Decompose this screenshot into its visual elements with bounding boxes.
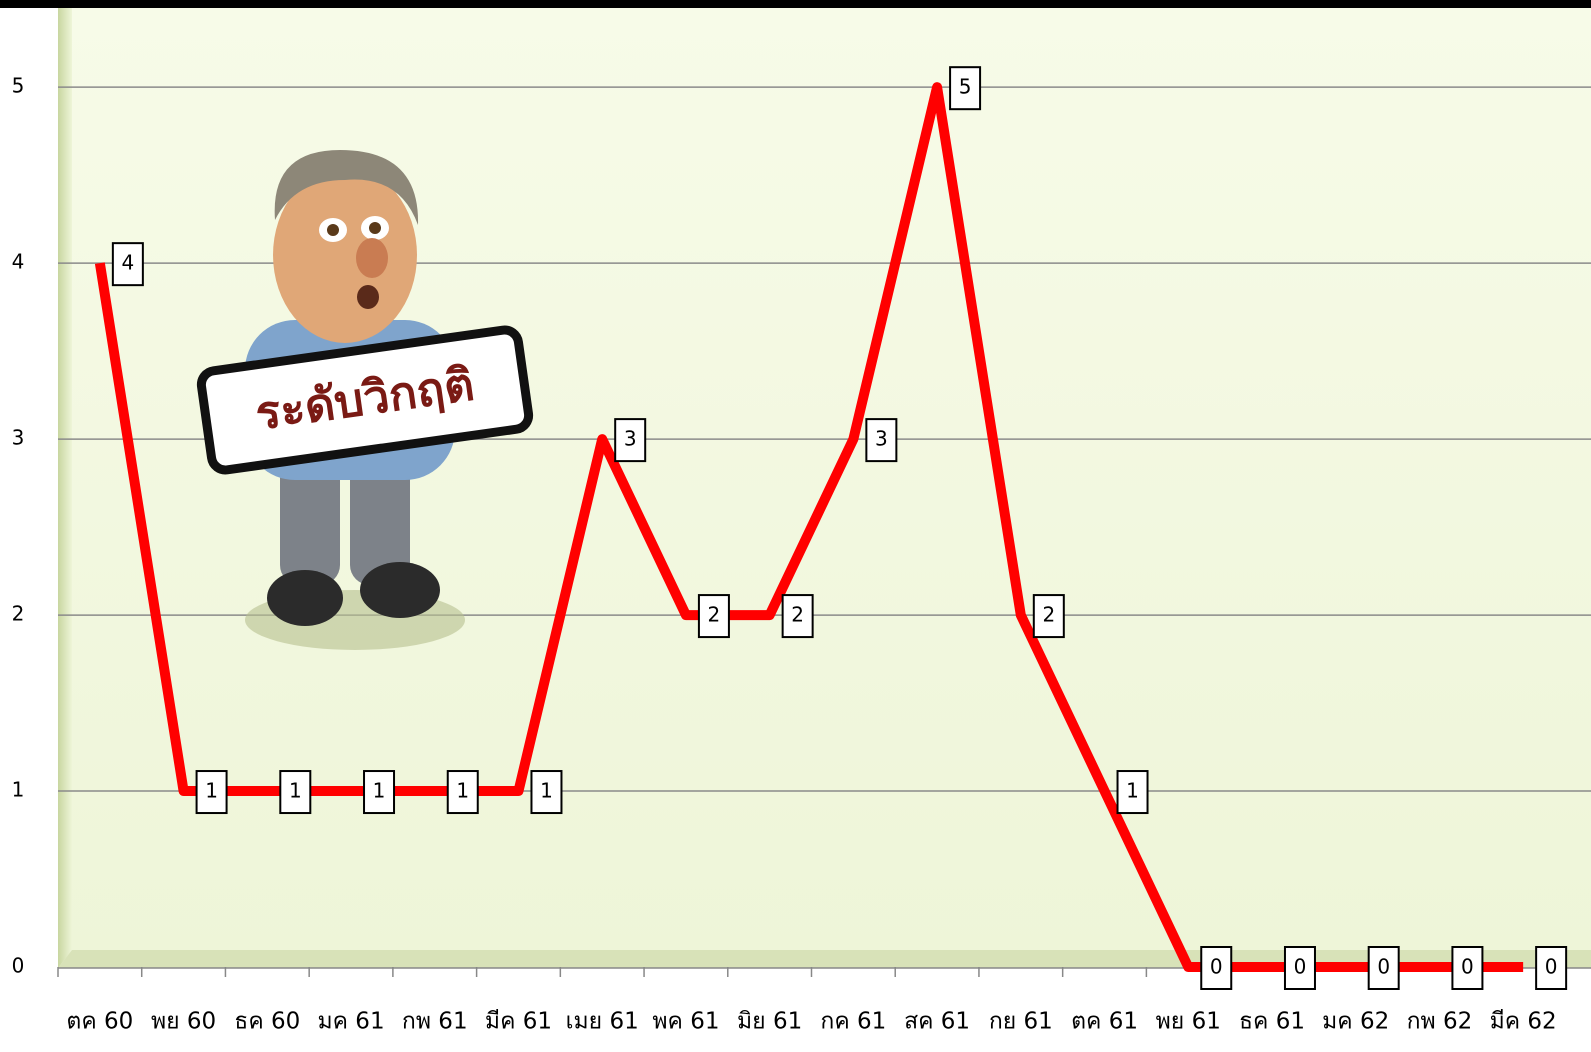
data-label: 2 <box>791 603 804 627</box>
x-tick-label: ตค 61 <box>1071 1009 1138 1035</box>
x-tick-label: พย 60 <box>151 1009 216 1035</box>
data-label: 1 <box>205 779 218 803</box>
x-tick-label: ธค 61 <box>1239 1009 1305 1035</box>
data-label-box <box>363 770 396 815</box>
y-tick-label: 2 <box>12 602 25 626</box>
x-tick-label: มค 62 <box>1322 1009 1389 1035</box>
data-label: 4 <box>121 251 134 275</box>
data-label-box <box>614 418 647 463</box>
data-label: 1 <box>1126 779 1139 803</box>
data-label: 1 <box>540 779 553 803</box>
x-tick-label: กย 61 <box>989 1009 1053 1035</box>
data-label-box <box>195 770 228 815</box>
x-tick-label: มีค 61 <box>485 1009 552 1035</box>
data-label: 2 <box>1042 603 1055 627</box>
x-tick-label: เมย 61 <box>566 1009 639 1035</box>
sign: ระดับวิกฤติ <box>196 325 534 475</box>
data-label-box <box>1200 946 1233 990</box>
y-tick-label: 5 <box>12 74 25 98</box>
y-tick-label: 4 <box>12 250 25 274</box>
data-label: 3 <box>624 427 637 451</box>
y-tick-label: 0 <box>12 954 25 978</box>
x-tick-label: ตค 60 <box>66 1009 133 1035</box>
x-tick-label: มีค 62 <box>1490 1009 1557 1035</box>
x-tick-label: กพ 62 <box>1407 1009 1473 1035</box>
data-label: 3 <box>875 427 888 451</box>
data-label: 0 <box>1377 955 1390 979</box>
data-label-box <box>865 418 898 463</box>
data-label: 1 <box>289 779 302 803</box>
data-label-box <box>1451 946 1484 990</box>
y-tick-label: 3 <box>12 426 25 450</box>
data-label: 2 <box>708 603 721 627</box>
data-label: 0 <box>1461 955 1474 979</box>
x-tick-label: กพ 61 <box>402 1009 468 1035</box>
data-label: 0 <box>1294 955 1307 979</box>
x-tick-label: กค 61 <box>820 1009 886 1035</box>
data-label-box <box>1367 946 1400 990</box>
data-label: 0 <box>1545 955 1558 979</box>
x-tick-label: มค 61 <box>317 1009 384 1035</box>
data-label: 5 <box>959 75 972 99</box>
x-tick-label: พย 61 <box>1156 1009 1221 1035</box>
data-label: 1 <box>456 779 469 803</box>
data-label-box <box>530 770 563 815</box>
data-label-box <box>111 242 144 287</box>
data-label-box <box>1116 770 1149 815</box>
data-label-box <box>1032 594 1065 639</box>
data-label-box <box>697 594 730 639</box>
data-label-box <box>446 770 479 815</box>
y-tick-label: 1 <box>12 778 25 802</box>
data-label-box <box>781 594 814 639</box>
x-tick-label: ธค 60 <box>234 1009 300 1035</box>
data-label: 0 <box>1210 955 1223 979</box>
x-tick-label: สค 61 <box>904 1009 970 1035</box>
data-label-box <box>949 66 982 111</box>
data-label: 1 <box>373 779 386 803</box>
x-tick-label: มิย 61 <box>737 1009 802 1035</box>
data-label-box <box>1283 946 1316 990</box>
data-label-box <box>279 770 312 815</box>
data-label-box <box>1535 946 1568 990</box>
plot-wall <box>58 8 72 968</box>
x-tick-label: พค 61 <box>652 1009 719 1035</box>
